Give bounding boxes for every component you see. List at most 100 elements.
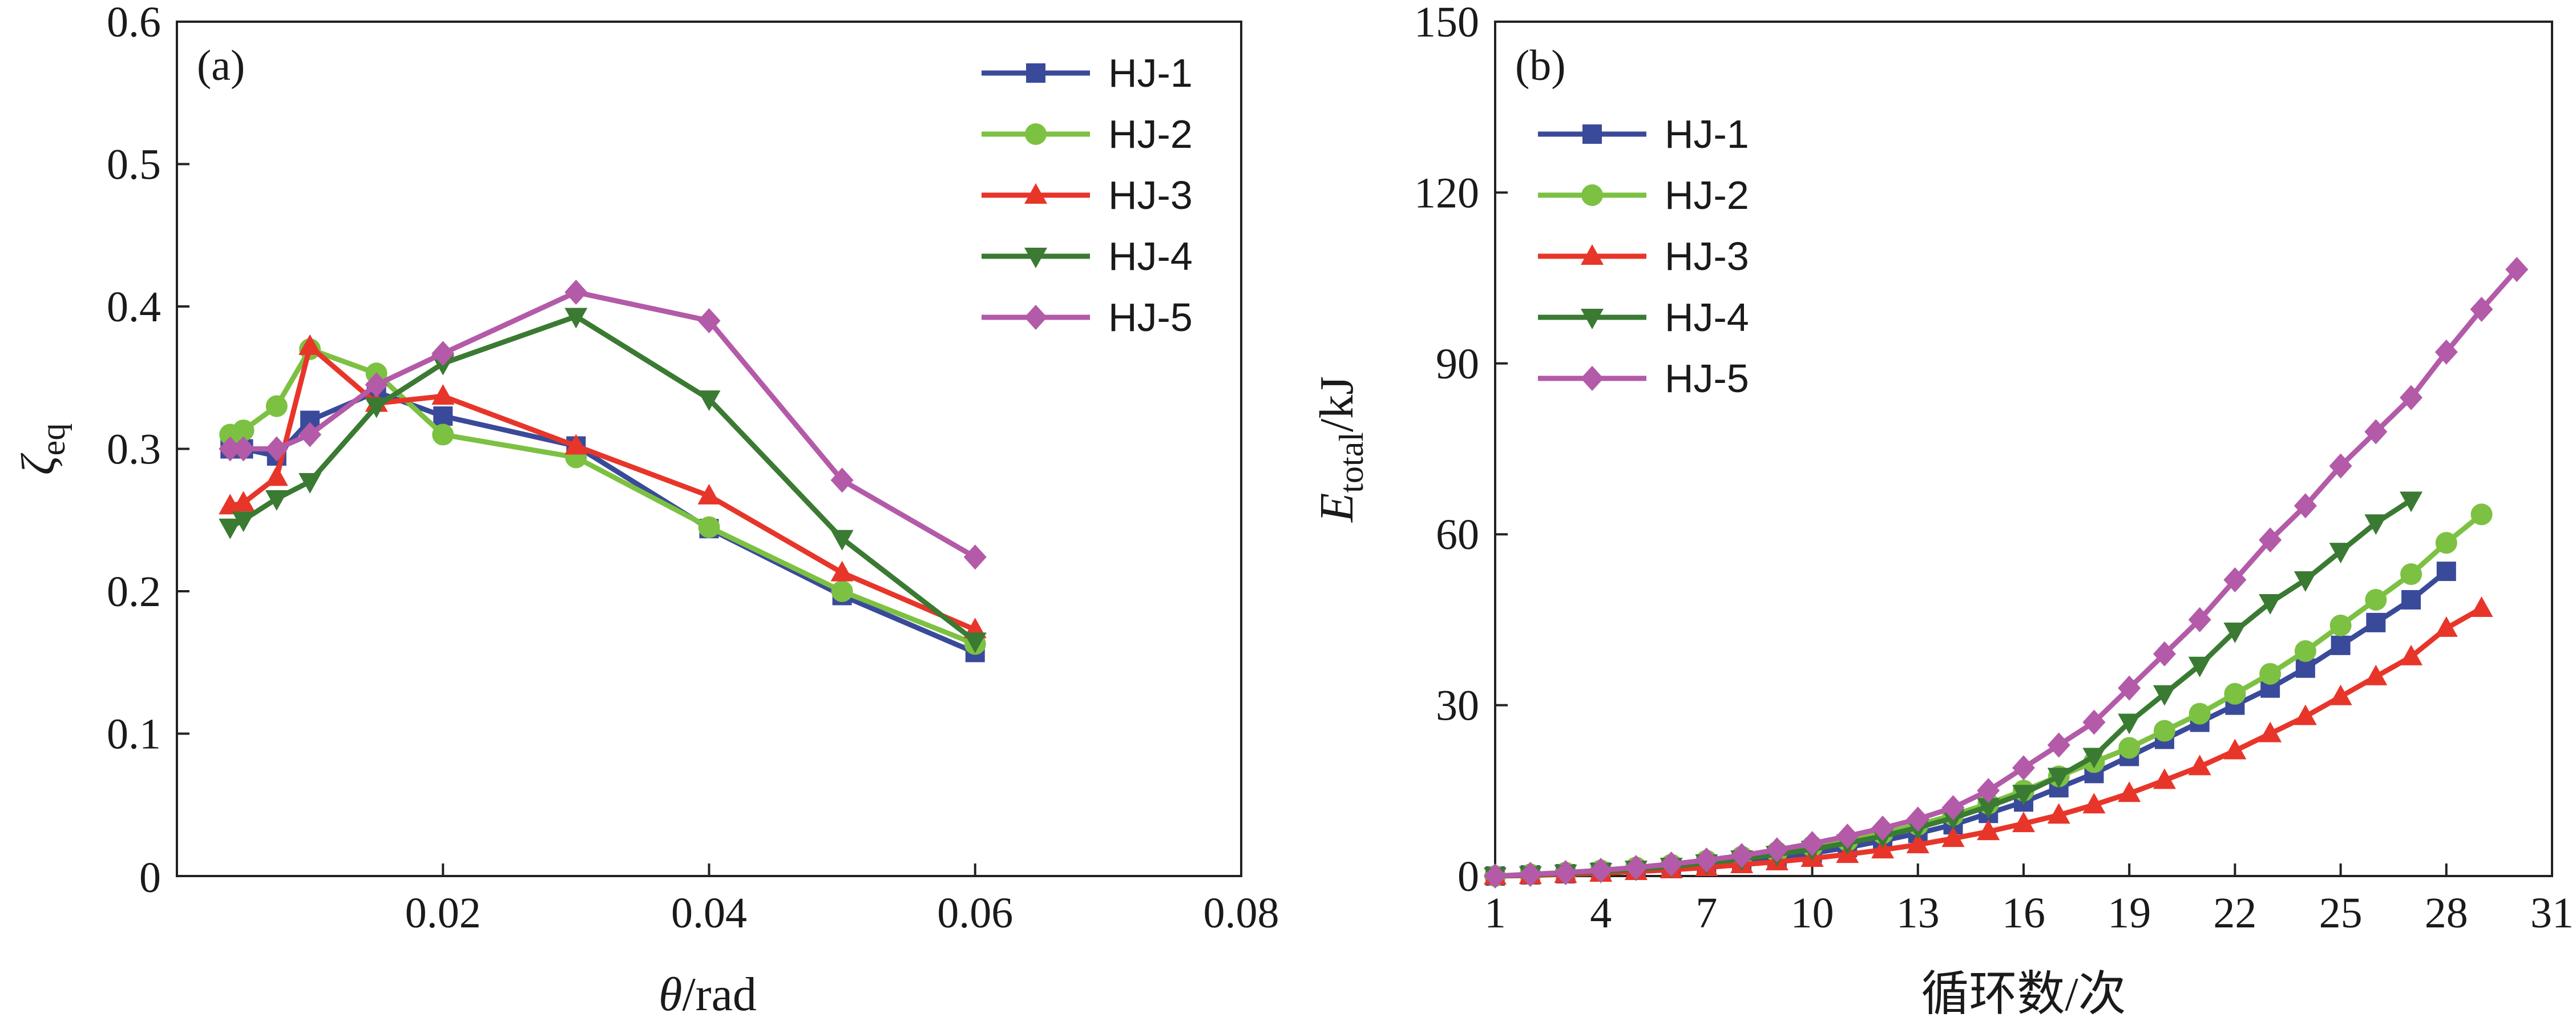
data-point xyxy=(2188,656,2211,677)
data-point xyxy=(2364,664,2388,685)
legend-label: HJ-5 xyxy=(1665,356,1749,401)
y-tick-label: 120 xyxy=(1414,169,1479,217)
legend-swatch-marker xyxy=(1581,184,1603,206)
legend-swatch-marker xyxy=(1026,63,1045,83)
panel-label-a: (a) xyxy=(197,42,245,90)
data-point xyxy=(2153,641,2176,667)
data-point xyxy=(2294,493,2317,519)
data-point xyxy=(2331,635,2351,655)
data-point xyxy=(2223,567,2247,593)
data-point xyxy=(298,473,322,494)
legend-label: HJ-1 xyxy=(1665,112,1749,156)
data-point xyxy=(2189,703,2211,725)
data-point xyxy=(2224,683,2246,705)
data-point xyxy=(2047,732,2070,758)
data-point xyxy=(963,632,987,653)
legend-label: HJ-3 xyxy=(1665,234,1749,279)
panel-label-b: (b) xyxy=(1515,42,1566,90)
panel-b: (b) 循环数/次 Etotal/kJ 1 4 7 10 13 16 19 22 25 28 31 0… xyxy=(1310,0,2574,1017)
legend-item: HJ-4 xyxy=(982,234,1193,279)
data-point xyxy=(698,516,720,538)
data-point xyxy=(2329,543,2352,564)
series-hj-4 xyxy=(219,308,987,653)
data-point xyxy=(2329,453,2352,479)
data-point xyxy=(2012,755,2035,781)
legend-label: HJ-1 xyxy=(1108,51,1193,95)
data-point xyxy=(2364,419,2388,445)
y-axis-title-b: Etotal/kJ xyxy=(1310,376,1370,523)
series-line xyxy=(230,389,976,655)
data-point xyxy=(1871,816,1895,841)
data-point xyxy=(232,419,255,442)
legend-b: HJ-1 HJ-2 HJ-3 HJ-4 HJ-5 xyxy=(1538,112,1749,401)
legend-label: HJ-5 xyxy=(1108,295,1193,340)
data-point xyxy=(1660,851,1683,877)
data-point xyxy=(2188,607,2211,632)
series-hj-5 xyxy=(1484,257,2529,889)
series-hj-4 xyxy=(1484,491,2423,888)
data-point xyxy=(2118,675,2141,701)
legend-item: HJ-2 xyxy=(1538,173,1749,217)
data-point xyxy=(2012,785,2035,806)
series-group-b xyxy=(1484,257,2529,889)
y-axis-title-a: ζeq xyxy=(12,423,72,475)
data-point xyxy=(2259,594,2282,615)
y-tick-label: 0.2 xyxy=(107,568,161,616)
data-point xyxy=(431,384,455,405)
data-point xyxy=(2047,803,2070,824)
data-point xyxy=(1484,863,1507,889)
data-point xyxy=(2366,612,2386,632)
x-tick-label: 31 xyxy=(2530,889,2574,937)
y-tick-label: 0.5 xyxy=(107,141,161,189)
series-line xyxy=(230,289,977,560)
data-point xyxy=(2470,296,2493,322)
data-point xyxy=(1977,778,2000,804)
data-point xyxy=(2188,754,2211,776)
y-tick-label: 0.3 xyxy=(107,426,161,474)
data-point xyxy=(1836,824,1859,849)
legend-label: HJ-4 xyxy=(1665,295,1749,340)
legend-swatch-marker xyxy=(1024,305,1047,330)
data-point xyxy=(2434,339,2458,365)
data-point xyxy=(2153,768,2176,789)
legend-swatch-marker xyxy=(1024,183,1047,204)
data-point xyxy=(1695,848,1718,873)
data-point xyxy=(2153,720,2175,742)
data-point xyxy=(2329,614,2352,636)
data-point xyxy=(365,397,388,418)
data-point xyxy=(2294,704,2317,725)
data-point xyxy=(830,467,854,493)
data-point xyxy=(1906,806,1929,832)
data-point xyxy=(232,511,255,532)
y-tick-label: 0.6 xyxy=(107,0,161,46)
data-point xyxy=(1941,795,1965,821)
series-hj-1 xyxy=(220,382,985,663)
data-point xyxy=(1730,843,1754,869)
data-point xyxy=(265,395,288,417)
legend-item: HJ-1 xyxy=(1538,112,1749,156)
series-hj-5 xyxy=(219,280,987,570)
data-point xyxy=(265,490,288,511)
data-point xyxy=(2435,532,2457,554)
data-point xyxy=(1765,837,1788,863)
data-point xyxy=(830,530,854,551)
data-point xyxy=(697,483,721,505)
panel-a: (a) θ/rad ζeq 0.02 0.04 0.06 0.08 0 0.1 0.2 0.3… xyxy=(12,0,1279,1017)
y-tick-label: 0.1 xyxy=(107,711,161,758)
y-tick-label: 30 xyxy=(1436,682,1479,730)
data-point xyxy=(1624,855,1648,881)
data-point xyxy=(1800,831,1824,857)
x-tick-label: 4 xyxy=(1590,889,1612,937)
data-point xyxy=(432,423,454,446)
data-point xyxy=(2118,781,2141,802)
data-point xyxy=(219,436,242,462)
data-point xyxy=(564,308,588,329)
data-point xyxy=(963,544,987,570)
data-point xyxy=(433,406,453,426)
data-point xyxy=(2400,491,2423,512)
tick-labels-a: 0.02 0.04 0.06 0.08 0 0.1 0.2 0.3 0.4 0.5 0.6 xyxy=(107,0,1279,937)
data-point xyxy=(2012,812,2035,833)
legend-item: HJ-2 xyxy=(982,112,1193,156)
tick-marks-b xyxy=(1494,21,2553,877)
data-point xyxy=(265,436,288,462)
